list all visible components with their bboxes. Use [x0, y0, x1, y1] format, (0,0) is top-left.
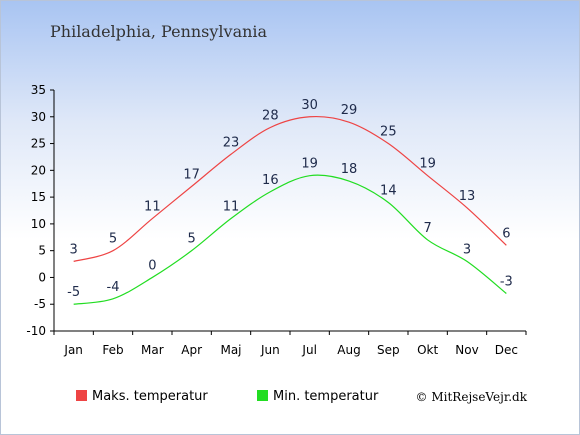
legend-swatch-min — [257, 390, 268, 401]
legend-label-max: Maks. temperatur — [92, 389, 208, 404]
data-label-max: 23 — [223, 135, 240, 150]
y-tick-label: 5 — [38, 244, 46, 258]
data-label-max: 5 — [109, 232, 117, 247]
data-label-max: 17 — [183, 167, 200, 182]
data-label-min: 5 — [188, 232, 196, 247]
data-label-min: 19 — [301, 157, 318, 172]
data-label-min: -4 — [107, 280, 120, 295]
y-tick-label: 30 — [31, 110, 46, 124]
data-label-max: 30 — [301, 98, 318, 113]
data-label-max: 6 — [502, 226, 510, 241]
data-label-min: 16 — [262, 173, 279, 188]
x-tick-label: Sep — [377, 343, 400, 357]
chart-title: Philadelphia, Pennsylvania — [50, 22, 268, 41]
data-label-min: 14 — [380, 183, 397, 198]
x-tick-label: Jan — [63, 343, 83, 357]
data-label-max: 11 — [144, 200, 161, 215]
y-tick-label: 25 — [31, 137, 46, 151]
y-tick-label: 15 — [31, 190, 46, 204]
legend: Maks. temperatur Min. temperatur — [76, 389, 379, 404]
data-label-min: -5 — [67, 285, 80, 300]
data-label-max: 25 — [380, 125, 397, 140]
data-label-min: 18 — [341, 162, 358, 177]
data-label-max: 3 — [70, 242, 78, 257]
data-label-max: 13 — [459, 189, 476, 204]
legend-swatch-max — [76, 390, 87, 401]
x-tick-label: Aug — [337, 343, 360, 357]
x-tick-label: Jul — [301, 343, 316, 357]
y-tick-label: 20 — [31, 163, 46, 177]
data-label-min: 11 — [223, 200, 240, 215]
legend-label-min: Min. temperatur — [273, 389, 379, 404]
data-label-max: 19 — [419, 157, 436, 172]
data-label-min: 0 — [148, 258, 156, 273]
x-tick-label: Jun — [260, 343, 280, 357]
data-label-max: 28 — [262, 108, 279, 123]
series-line-max — [73, 115, 507, 262]
x-tick-label: Nov — [455, 343, 478, 357]
data-label-max: 29 — [341, 103, 358, 118]
x-tick-label: Maj — [220, 343, 241, 357]
credit-text: © MitRejseVejr.dk — [416, 390, 528, 404]
y-tick-label: 10 — [31, 217, 46, 231]
x-tick-label: Feb — [102, 343, 123, 357]
data-label-min: 7 — [424, 221, 432, 236]
x-tick-label: Okt — [417, 343, 438, 357]
x-tick-label: Mar — [141, 343, 164, 357]
data-label-min: 3 — [463, 242, 471, 257]
y-tick-label: -10 — [26, 324, 46, 338]
x-tick-label: Apr — [181, 343, 202, 357]
x-tick-label: Dec — [495, 343, 518, 357]
y-tick-label: -5 — [34, 297, 46, 311]
y-tick-label: 35 — [31, 83, 46, 97]
series-line-min — [73, 174, 507, 305]
y-tick-label: 0 — [38, 270, 46, 284]
data-label-min: -3 — [500, 275, 513, 290]
